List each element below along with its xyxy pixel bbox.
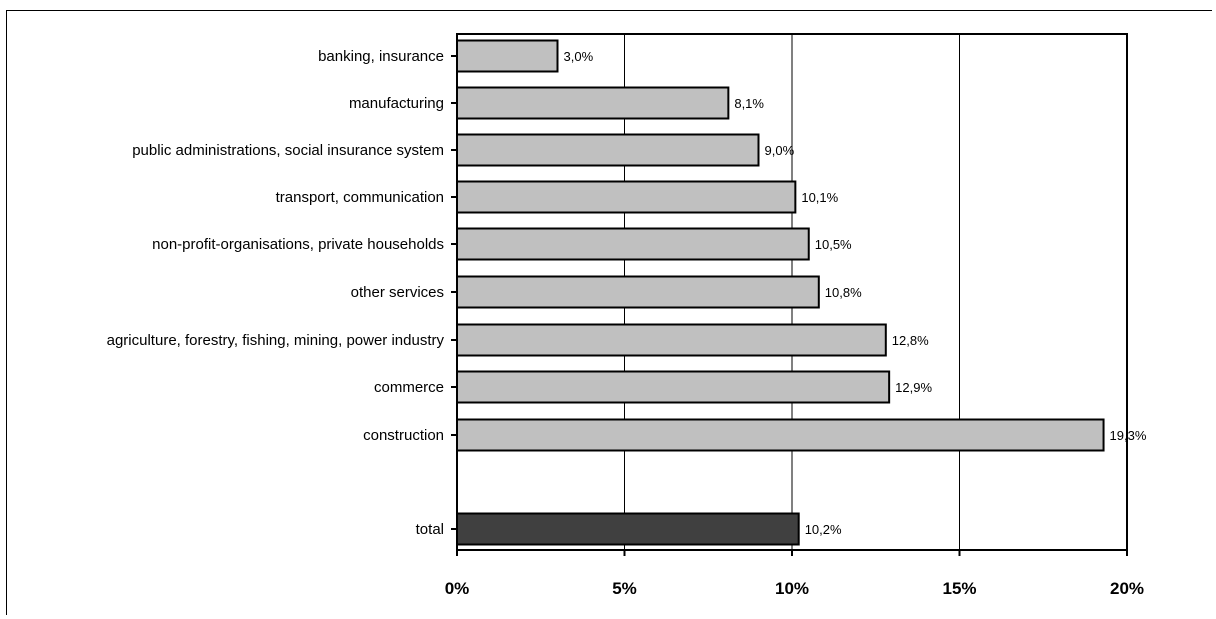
bar xyxy=(456,370,891,404)
category-label: commerce xyxy=(374,379,444,396)
category-label: other services xyxy=(351,284,444,301)
data-label: 12,8% xyxy=(892,333,929,348)
x-tick-label: 0% xyxy=(445,579,470,598)
bar xyxy=(456,418,1105,452)
category-label: transport, communication xyxy=(276,189,444,206)
category-label: total xyxy=(416,521,444,538)
bar xyxy=(456,180,797,214)
category-label: non-profit-organisations, private househ… xyxy=(152,236,444,253)
bar xyxy=(456,323,887,357)
x-tick-label: 10% xyxy=(775,579,809,598)
data-label: 19,3% xyxy=(1110,428,1147,443)
category-label: public administrations, social insurance… xyxy=(132,142,444,159)
category-label: banking, insurance xyxy=(318,48,444,65)
bar xyxy=(456,86,730,120)
data-label: 10,1% xyxy=(801,190,838,205)
data-label: 8,1% xyxy=(734,96,764,111)
bar xyxy=(456,133,760,167)
bar xyxy=(456,227,810,261)
data-label: 10,5% xyxy=(815,237,852,252)
category-label: agriculture, forestry, fishing, mining, … xyxy=(107,332,445,349)
category-label: manufacturing xyxy=(349,95,444,112)
data-label: 9,0% xyxy=(765,143,795,158)
data-label: 12,9% xyxy=(895,380,932,395)
x-tick-label: 15% xyxy=(942,579,976,598)
data-label: 10,8% xyxy=(825,285,862,300)
bar xyxy=(456,39,559,73)
data-label: 3,0% xyxy=(564,49,594,64)
x-tick-label: 5% xyxy=(612,579,637,598)
category-label: construction xyxy=(363,427,444,444)
data-label: 10,2% xyxy=(805,522,842,537)
bar-total xyxy=(456,512,800,546)
x-tick-label: 20% xyxy=(1110,579,1144,598)
bar xyxy=(456,275,820,309)
chart-frame xyxy=(6,10,1212,615)
